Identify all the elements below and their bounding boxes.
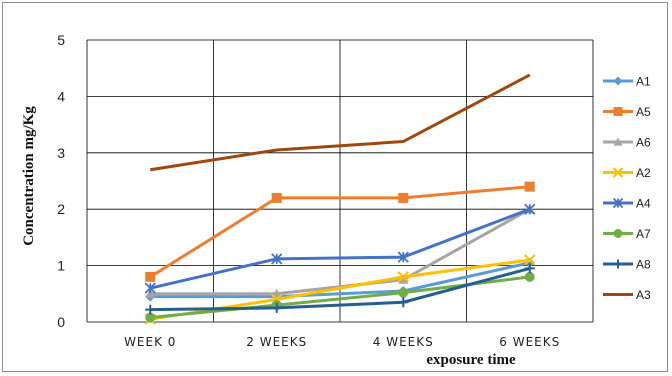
y-tick-label: 3 (57, 145, 65, 161)
y-tick-label: 1 (57, 258, 65, 274)
series-line (149, 185, 530, 279)
legend-label: A4 (636, 197, 651, 211)
series-line (149, 207, 531, 290)
data-point (398, 287, 409, 298)
x-tick-label: WEEK 0 (124, 335, 176, 349)
x-axis-ticks: WEEK 0 2 WEEKS 4 WEEKS 6 WEEKS (124, 335, 560, 349)
y-tick-label: 2 (57, 201, 65, 217)
y-tick-label: 0 (57, 314, 65, 330)
data-point (271, 192, 282, 203)
legend-item-a5: A5 (603, 105, 651, 119)
y-axis-title: Concentration mg/Kg (21, 106, 37, 246)
data-point (613, 137, 623, 146)
legend: A1 A5 A6 A2 A4 A7 A8 A3 (603, 75, 651, 302)
legend-label: A6 (636, 136, 651, 150)
data-point (145, 304, 156, 315)
data-point (613, 229, 623, 238)
data-point (524, 203, 536, 215)
legend-item-a8: A8 (603, 258, 651, 272)
data-point (145, 288, 156, 298)
data-point (145, 312, 156, 323)
data-point (612, 167, 624, 178)
data-point (271, 253, 283, 265)
gridlines (86, 39, 594, 323)
data-point (613, 76, 623, 86)
series-line (150, 73, 531, 172)
data-point (524, 271, 535, 282)
data-point (524, 254, 536, 266)
data-point (613, 107, 623, 116)
data-point (397, 271, 409, 283)
legend-label: A1 (636, 75, 651, 89)
legend-label: A5 (636, 105, 651, 119)
x-tick-label: 6 WEEKS (499, 335, 560, 349)
y-axis-ticks: 0 1 2 3 4 5 (57, 32, 65, 330)
legend-label: A7 (636, 227, 651, 241)
data-point (144, 282, 156, 294)
series-a5 (145, 181, 535, 282)
series-lines (144, 73, 536, 325)
data-point (524, 263, 535, 274)
series-a4 (144, 203, 536, 294)
x-axis-title: exposure time (426, 352, 516, 368)
y-tick-label: 4 (57, 88, 65, 104)
data-point (397, 251, 409, 263)
data-point (398, 297, 409, 308)
data-point (398, 192, 409, 203)
legend-item-a2: A2 (603, 166, 651, 180)
legend-item-a4: A4 (603, 197, 651, 211)
series-line (150, 261, 531, 299)
y-tick-label: 5 (57, 32, 65, 48)
legend-label: A3 (636, 288, 651, 302)
legend-item-a6: A6 (603, 136, 651, 150)
series-a3 (150, 73, 531, 172)
data-point (398, 274, 409, 284)
series-line (150, 266, 531, 312)
legend-item-a1: A1 (603, 75, 651, 89)
series-a8 (145, 263, 535, 315)
legend-label: A2 (636, 166, 651, 180)
data-point (145, 271, 156, 282)
x-tick-label: 2 WEEKS (246, 335, 307, 349)
data-point (271, 302, 282, 313)
x-tick-label: 4 WEEKS (373, 335, 434, 349)
data-point (612, 197, 624, 209)
legend-item-a3: A3 (603, 288, 651, 302)
data-point (613, 259, 623, 269)
legend-item-a7: A7 (603, 227, 651, 241)
data-point (524, 181, 535, 192)
legend-label: A8 (636, 258, 651, 272)
